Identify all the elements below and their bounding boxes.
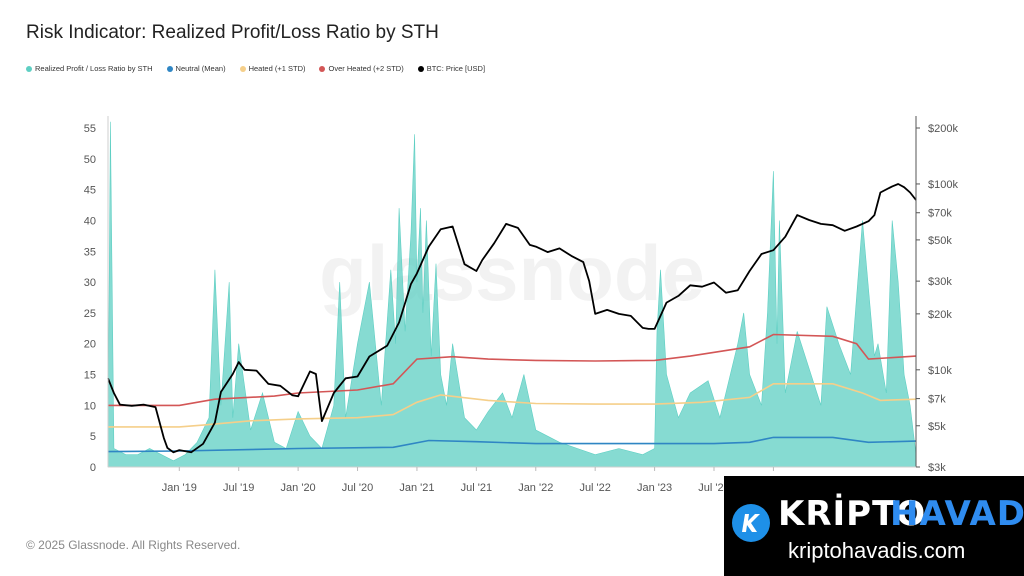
left-axis-tick-label: 10 <box>84 400 96 412</box>
x-axis-tick-label: Jul '22 <box>579 482 610 494</box>
left-axis-tick-label: 45 <box>84 185 96 197</box>
kriptohavadis-logo-icon <box>732 504 770 542</box>
brand-url: kriptohavadis.com <box>788 538 966 563</box>
legend-dot <box>166 65 173 72</box>
kriptohavadis-watermark: KRİPTO HAVADİS kriptohavadis.com <box>724 476 1024 576</box>
legend-item: Over Heated (+2 STD) <box>319 64 404 73</box>
x-axis-tick-label: Jul '19 <box>223 482 254 494</box>
right-axis-tick-label: $50k <box>928 235 952 247</box>
legend-label: Realized Profit / Loss Ratio by STH <box>35 64 153 73</box>
legend-item: BTC: Price [USD] <box>417 64 486 73</box>
right-axis-tick-label: $200k <box>928 123 958 135</box>
legend-dot <box>26 65 32 72</box>
chart-title: Risk Indicator: Realized Profit/Loss Rat… <box>26 22 439 43</box>
series-area-sth-ratio <box>107 121 917 468</box>
glassnode-watermark-text: glassnode <box>319 229 705 317</box>
right-axis-tick-label: $3k <box>928 462 946 474</box>
legend-dot <box>239 65 246 72</box>
legend-item: Neutral (Mean) <box>166 64 226 73</box>
legend-item: Realized Profit / Loss Ratio by STH <box>26 64 153 73</box>
left-axis-tick-label: 30 <box>84 277 96 289</box>
right-axis-tick-label: $7k <box>928 394 946 406</box>
legend-label: Over Heated (+2 STD) <box>328 64 404 73</box>
right-axis-tick-label: $20k <box>928 309 952 321</box>
legend-dot <box>319 65 326 72</box>
left-axis-tick-label: 20 <box>84 339 96 351</box>
left-axis-tick-label: 50 <box>84 154 96 166</box>
brand-text-kripto: KRİPTO <box>778 494 927 534</box>
x-axis-tick-label: Jan '23 <box>637 482 672 494</box>
x-axis-tick-label: Jul '21 <box>461 482 492 494</box>
x-axis-tick-label: Jan '22 <box>518 482 553 494</box>
left-axis-tick-label: 15 <box>84 370 96 382</box>
left-axis-tick-label: 40 <box>84 215 96 227</box>
legend-label: BTC: Price [USD] <box>426 64 486 73</box>
left-axis-tick-label: 25 <box>84 308 96 320</box>
left-axis-tick-label: 55 <box>84 123 96 135</box>
left-axis-tick-label: 5 <box>90 431 96 443</box>
right-axis-tick-label: $100k <box>928 179 958 191</box>
legend-label: Neutral (Mean) <box>175 64 226 73</box>
series-line-over-heated-2-std <box>108 333 917 407</box>
x-axis-tick-label: Jan '21 <box>399 482 434 494</box>
right-axis-tick-label: $5k <box>928 421 946 433</box>
legend-label: Heated (+1 STD) <box>248 64 306 73</box>
legend-item: Heated (+1 STD) <box>239 64 306 73</box>
series-line-neutral-mean <box>107 436 917 453</box>
left-axis-tick-label: 35 <box>84 246 96 258</box>
legend: Realized Profit / Loss Ratio by STH Neutr… <box>26 64 485 73</box>
brand-text-havadis: HAVADİS <box>890 494 1024 534</box>
x-axis-tick-label: Jul '23 <box>698 482 729 494</box>
legend-dot <box>417 65 424 72</box>
copyright-text: © 2025 Glassnode. All Rights Reserved. <box>26 538 241 552</box>
series-line-heated-1-std <box>108 382 917 428</box>
x-axis-tick-label: Jan '19 <box>162 482 197 494</box>
right-axis-tick-label: $30k <box>928 276 952 288</box>
x-axis-tick-label: Jul '20 <box>342 482 373 494</box>
x-axis-tick-label: Jan '20 <box>281 482 316 494</box>
series-line-btc-price <box>107 183 917 454</box>
right-axis-tick-label: $10k <box>928 365 952 377</box>
right-axis-tick-label: $70k <box>928 208 952 220</box>
left-axis-tick-label: 0 <box>90 462 96 474</box>
